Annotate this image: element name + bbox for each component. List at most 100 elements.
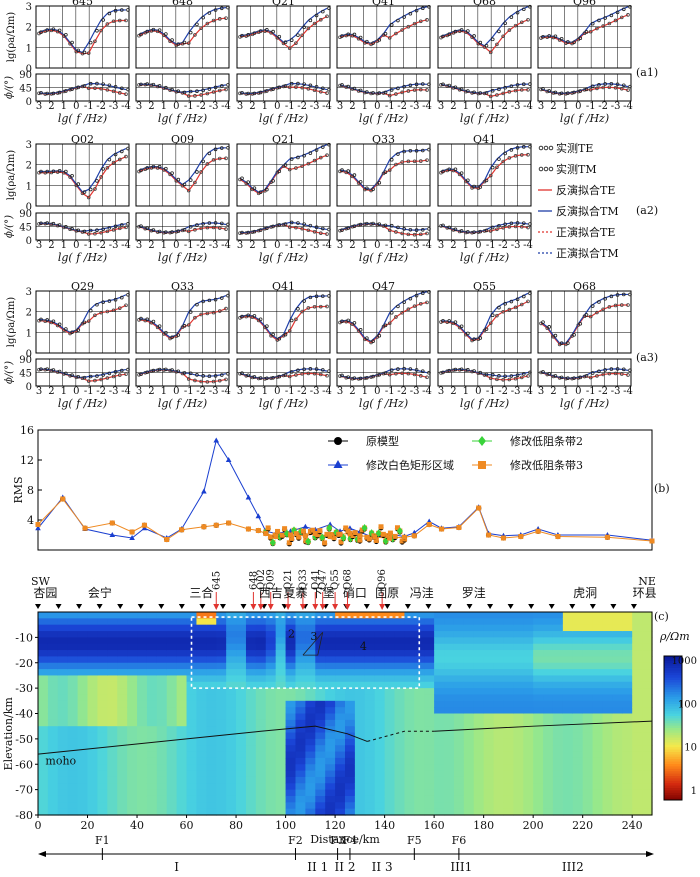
resistivity-cell [404, 656, 415, 664]
observed-te-point [68, 87, 72, 92]
resistivity-cell [622, 681, 633, 689]
observed-te-point [363, 222, 367, 227]
resistivity-cell [364, 631, 376, 638]
observed-tm-point [466, 29, 470, 33]
resistivity-cell [642, 637, 653, 645]
freq-axis-label: lg( f /Hz) [58, 397, 107, 410]
resistivity-cell [394, 726, 406, 734]
resistivity-cell [87, 631, 99, 638]
observed-tm-point [271, 179, 275, 183]
observed-te-point [495, 165, 499, 170]
observed-te-point [86, 319, 91, 323]
observed-te-point [86, 232, 91, 236]
station-marker [610, 604, 617, 609]
resistivity-cell [176, 789, 188, 797]
rms-point-band3 [649, 538, 655, 544]
resistivity-cell [424, 662, 435, 670]
observed-tm-point [358, 328, 363, 332]
observed-te-point [425, 375, 429, 380]
rms-point-band3 [245, 526, 251, 532]
inversion-te-line [138, 157, 227, 192]
resistivity-cell [206, 751, 217, 759]
resistivity-cell [463, 802, 475, 810]
legend-marker [538, 166, 544, 172]
resistivity-cell [414, 726, 425, 734]
resistivity-cell [186, 783, 198, 791]
resistivity-cell [166, 618, 178, 626]
resistivity-cell [285, 808, 297, 816]
resistivity-cell [493, 764, 505, 772]
resistivity-cell [562, 783, 574, 791]
resistivity-cell [632, 732, 643, 740]
observed-tm-point [265, 187, 269, 192]
observed-tm-point [453, 85, 458, 90]
resistivity-cell [216, 650, 227, 658]
observed-tm-point [389, 88, 394, 92]
station-marker [384, 604, 391, 609]
observed-te-point [406, 232, 411, 237]
resistivity-cell [335, 776, 346, 784]
resistivity-cell [67, 764, 79, 772]
observed-te-point [37, 222, 41, 226]
resistivity-cell [503, 719, 514, 727]
resistivity-cell [137, 688, 148, 696]
observed-te-point [124, 372, 128, 376]
resistivity-cell [255, 802, 267, 810]
colorbar-cell [664, 720, 682, 724]
resistivity-cell [127, 745, 138, 753]
resistivity-cell [38, 770, 49, 778]
resistivity-cell [572, 612, 584, 619]
resistivity-cell [137, 751, 148, 759]
observed-tm-point [283, 163, 288, 167]
resistivity-cell [38, 808, 49, 816]
resistivity-cell [642, 783, 653, 791]
observed-tm-point [420, 227, 425, 232]
observed-te-point [551, 91, 556, 95]
resistivity-cell [335, 789, 346, 797]
observed-te-point [300, 33, 304, 38]
resistivity-cell [87, 637, 99, 645]
observed-te-point [451, 368, 456, 372]
resistivity-cell [87, 726, 99, 734]
resistivity-cell [216, 719, 227, 727]
observed-te-point [501, 309, 505, 314]
resistivity-cell [146, 770, 158, 778]
resistivity-cell [562, 700, 574, 708]
resistivity-cell [473, 732, 485, 740]
freq-tick-label: -4 [322, 386, 332, 397]
observed-tm-point [139, 316, 143, 321]
resistivity-cell [38, 694, 49, 702]
resistivity-cell [47, 624, 59, 632]
resistivity-cell [513, 738, 524, 746]
resistivity-cell [503, 757, 514, 765]
resistivity-cell [444, 713, 455, 721]
observed-tm-point [240, 371, 244, 376]
resistivity-cell [315, 726, 326, 734]
resistivity-cell [285, 770, 297, 778]
observed-te-point [287, 46, 292, 51]
resistivity-cell [295, 738, 306, 746]
resistivity-cell [513, 719, 524, 727]
observed-tm-point [226, 293, 230, 298]
resistivity-cell [285, 624, 297, 632]
observed-te-point [193, 33, 197, 37]
resistivity-cell [127, 637, 138, 645]
resistivity-cell [533, 719, 544, 727]
observed-te-point [545, 372, 550, 377]
rms-point-band3 [302, 533, 308, 539]
observed-te-point [275, 375, 280, 379]
resistivity-cell [137, 650, 148, 658]
observed-tm-point [427, 290, 431, 294]
resistivity-cell [186, 770, 198, 778]
resistivity-cell [226, 669, 237, 677]
resistivity-cell [196, 745, 207, 753]
resistivity-cell [38, 732, 49, 740]
observed-tm-point [553, 333, 558, 338]
observed-te-point [199, 226, 203, 231]
resistivity-cell [632, 675, 643, 683]
observed-tm-point [277, 34, 282, 39]
resistivity-cell [572, 713, 584, 721]
resistivity-cell [513, 694, 524, 702]
resistivity-cell [364, 618, 376, 626]
resistivity-cell [612, 656, 623, 664]
